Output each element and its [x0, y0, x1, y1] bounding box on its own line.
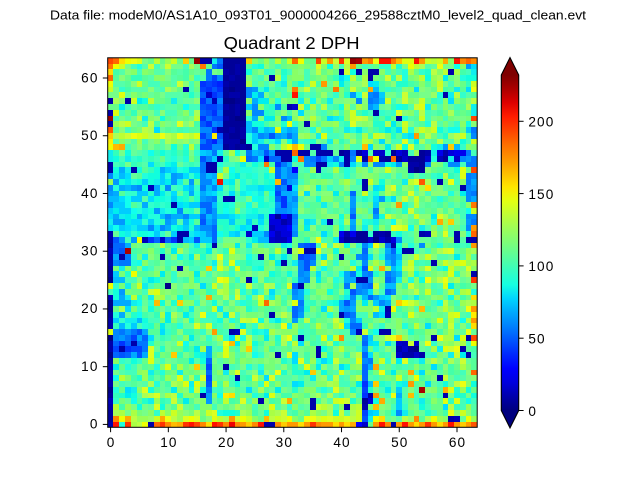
svg-text:10: 10 — [81, 359, 98, 374]
svg-text:50: 50 — [81, 128, 98, 143]
svg-text:Data file: modeM0/AS1A10_093T0: Data file: modeM0/AS1A10_093T01_90000042… — [50, 8, 586, 23]
svg-text:150: 150 — [528, 187, 554, 202]
svg-text:50: 50 — [528, 331, 545, 346]
svg-text:60: 60 — [81, 70, 98, 85]
svg-text:50: 50 — [391, 435, 408, 450]
svg-text:200: 200 — [528, 115, 554, 130]
svg-text:0: 0 — [90, 417, 99, 432]
svg-text:0: 0 — [528, 404, 537, 419]
svg-text:30: 30 — [81, 244, 98, 259]
svg-text:10: 10 — [160, 435, 177, 450]
svg-text:40: 40 — [333, 435, 350, 450]
svg-text:100: 100 — [528, 259, 554, 274]
svg-text:20: 20 — [218, 435, 235, 450]
svg-text:40: 40 — [81, 186, 98, 201]
svg-text:Quadrant 2 DPH: Quadrant 2 DPH — [224, 33, 360, 53]
svg-text:30: 30 — [276, 435, 293, 450]
svg-text:20: 20 — [81, 301, 98, 316]
svg-text:60: 60 — [449, 435, 466, 450]
svg-text:0: 0 — [107, 435, 116, 450]
